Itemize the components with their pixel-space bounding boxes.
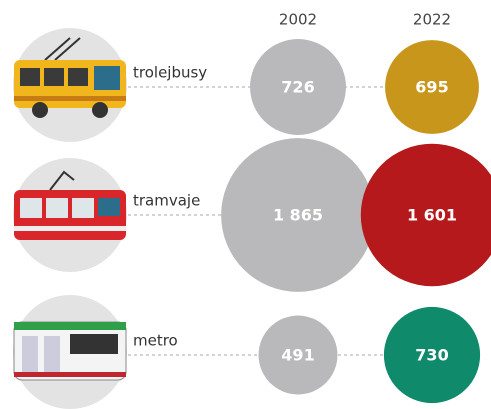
category-label: tramvaje (133, 192, 200, 210)
icons (13, 28, 127, 409)
column-header: 2002 (279, 11, 317, 29)
column-header: 2022 (413, 11, 451, 29)
category-label: trolejbusy (133, 64, 207, 82)
value-label: 730 (415, 346, 448, 365)
metro-icon (14, 322, 126, 380)
category-label: metro (133, 332, 178, 350)
value-label: 1 865 (273, 206, 323, 225)
value-label: 491 (281, 346, 314, 365)
value-label: 726 (281, 78, 314, 97)
value-label: 1 601 (407, 206, 457, 225)
chart: 2002 2022 trolejbusy 726 695 tramvaje 1 865 1 6… (0, 0, 491, 409)
value-label: 695 (415, 78, 448, 97)
plot: 2002 2022 trolejbusy 726 695 tramvaje 1 865 1 6… (128, 11, 491, 404)
